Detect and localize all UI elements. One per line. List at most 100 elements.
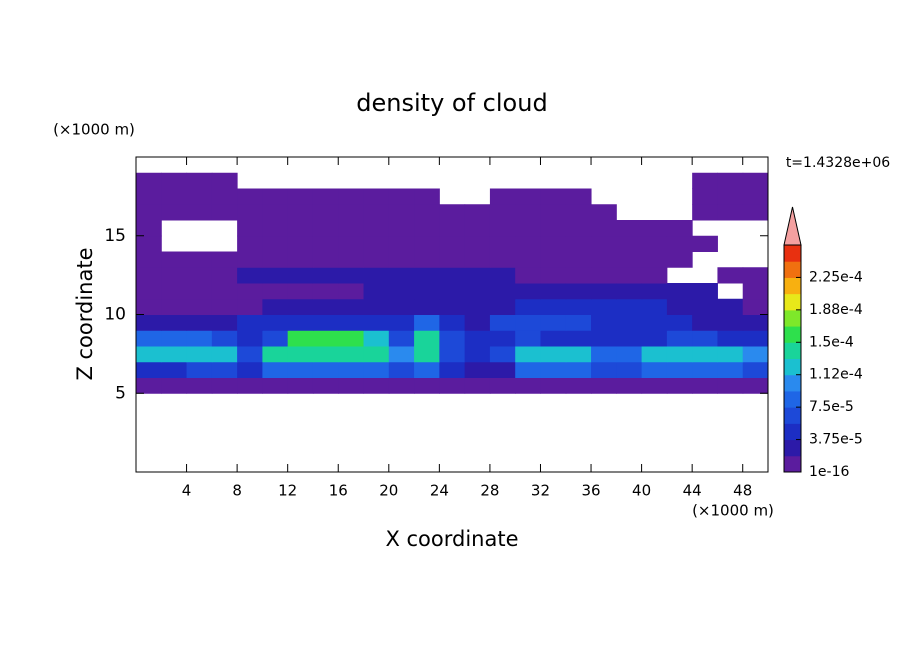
contour-cell bbox=[338, 251, 365, 268]
contour-cell bbox=[717, 267, 744, 284]
contour-cell bbox=[666, 346, 693, 363]
contour-cell bbox=[363, 361, 390, 378]
contour-cell bbox=[186, 314, 213, 331]
contour-cell bbox=[388, 251, 415, 268]
colorbar-tick-label: 1.12e-4 bbox=[809, 367, 863, 383]
contour-cell bbox=[439, 283, 466, 300]
contour-cell bbox=[540, 377, 567, 394]
contour-cell bbox=[742, 188, 769, 205]
contour-cell bbox=[136, 204, 162, 221]
x-unit: (×1000 m) bbox=[692, 502, 774, 520]
contour-cell bbox=[136, 251, 162, 268]
contour-cell bbox=[237, 298, 263, 315]
x-tick-label: 24 bbox=[430, 482, 449, 500]
contour-cell bbox=[186, 267, 213, 284]
contour-cell bbox=[540, 235, 567, 252]
contour-cell bbox=[717, 188, 744, 205]
contour-cell bbox=[565, 267, 592, 284]
contour-cell bbox=[489, 188, 516, 205]
contour-cell bbox=[161, 361, 188, 378]
contour-cell bbox=[186, 172, 213, 189]
contour-cell bbox=[388, 220, 415, 237]
contour-cell bbox=[666, 330, 693, 347]
contour-cell bbox=[237, 204, 263, 221]
contour-cell bbox=[565, 314, 592, 331]
contour-cell bbox=[312, 235, 339, 252]
contour-cell bbox=[540, 188, 567, 205]
contour-cell bbox=[692, 330, 718, 347]
contour-cell bbox=[742, 283, 769, 300]
contour-cell bbox=[540, 330, 567, 347]
contour-cell bbox=[262, 188, 289, 205]
contour-cell bbox=[489, 283, 516, 300]
colorbar-tick-label: 3.75e-5 bbox=[809, 432, 863, 448]
contour-cell bbox=[414, 267, 440, 284]
contour-cell bbox=[591, 346, 617, 363]
contour-cell bbox=[186, 377, 213, 394]
contour-cell bbox=[591, 204, 617, 221]
contour-cell bbox=[262, 267, 289, 284]
contour-cell bbox=[414, 377, 440, 394]
contour-cell bbox=[312, 361, 339, 378]
contour-cell bbox=[388, 267, 415, 284]
contour-cell bbox=[616, 220, 643, 237]
contour-cell bbox=[414, 204, 440, 221]
contour-cell bbox=[136, 172, 162, 189]
contour-cell bbox=[489, 251, 516, 268]
contour-cell bbox=[464, 361, 491, 378]
contour-cell bbox=[414, 251, 440, 268]
y-unit: (×1000 m) bbox=[53, 121, 135, 139]
contour-cell bbox=[616, 330, 643, 347]
contour-cell bbox=[717, 377, 744, 394]
contour-cell bbox=[312, 314, 339, 331]
contour-cell bbox=[515, 220, 541, 237]
y-tick-label: 5 bbox=[115, 383, 126, 403]
contour-cell bbox=[515, 204, 541, 221]
contour-cell bbox=[262, 283, 289, 300]
contour-cell bbox=[489, 361, 516, 378]
contour-cell bbox=[363, 314, 390, 331]
contour-cell bbox=[591, 283, 617, 300]
contour-cell bbox=[161, 188, 188, 205]
contour-cell bbox=[591, 251, 617, 268]
contour-cell bbox=[464, 377, 491, 394]
contour-cell bbox=[489, 314, 516, 331]
contour-cell bbox=[211, 267, 238, 284]
contour-cell bbox=[161, 267, 188, 284]
contour-cell bbox=[414, 235, 440, 252]
contour-cell bbox=[666, 251, 693, 268]
contour-cell bbox=[414, 361, 440, 378]
contour-cell bbox=[641, 283, 668, 300]
contour-cell bbox=[540, 314, 567, 331]
contour-cell bbox=[287, 267, 314, 284]
contour-cell bbox=[439, 314, 466, 331]
contour-cell bbox=[692, 172, 718, 189]
contour-cell bbox=[388, 298, 415, 315]
colorbar-band bbox=[784, 245, 801, 262]
contour-cell bbox=[692, 377, 718, 394]
x-tick-label: 20 bbox=[379, 482, 398, 500]
contour-cell bbox=[439, 346, 466, 363]
contour-cell bbox=[717, 361, 744, 378]
colorbar-band bbox=[784, 309, 801, 327]
contour-cell bbox=[464, 298, 491, 315]
contour-cell bbox=[338, 314, 365, 331]
contour-cell bbox=[161, 346, 188, 363]
contour-cell bbox=[641, 251, 668, 268]
contour-cell bbox=[439, 267, 466, 284]
contour-cell bbox=[692, 361, 718, 378]
contour-cell bbox=[717, 330, 744, 347]
contour-cell bbox=[237, 220, 263, 237]
contour-cell bbox=[641, 346, 668, 363]
contour-cell bbox=[641, 298, 668, 315]
colorbar-tick-label: 2.25e-4 bbox=[809, 269, 863, 285]
colorbar-band bbox=[784, 293, 801, 311]
contour-cell bbox=[515, 235, 541, 252]
contour-cell bbox=[262, 377, 289, 394]
contour-cell bbox=[161, 204, 188, 221]
contour-cell bbox=[262, 361, 289, 378]
contour-cell bbox=[641, 361, 668, 378]
contour-cell bbox=[515, 346, 541, 363]
contour-cell bbox=[540, 283, 567, 300]
contour-cell bbox=[312, 377, 339, 394]
